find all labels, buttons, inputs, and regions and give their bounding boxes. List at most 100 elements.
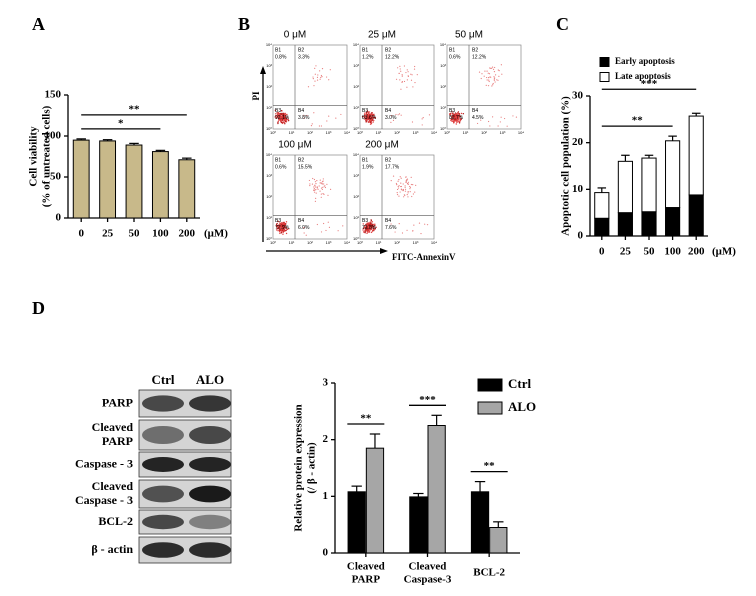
event-dot (278, 115, 280, 118)
event-dot (364, 232, 366, 234)
event-dot (409, 185, 411, 188)
event-dot (481, 73, 483, 75)
bar (470, 491, 490, 554)
event-dot (370, 231, 373, 234)
event-dot (480, 119, 482, 121)
blot-band (142, 542, 184, 558)
event-dot (364, 230, 366, 232)
event-dot (411, 74, 413, 76)
quadrant-name: B4 (472, 108, 478, 114)
event-dot (401, 232, 404, 234)
event-dot (410, 73, 412, 75)
flow-tick-label: 10⁰ (357, 130, 363, 135)
flow-tick-label: 10⁰ (357, 240, 363, 245)
x-tick-label: 100 (152, 228, 169, 240)
flow-tick-label: 10¹ (463, 130, 469, 135)
event-dot (369, 226, 371, 229)
event-dot (368, 111, 371, 113)
event-dot (319, 179, 321, 181)
legend-label: ALO (508, 399, 536, 414)
event-dot (456, 121, 459, 123)
y-tick-label: 0 (323, 547, 329, 559)
event-dot (366, 110, 369, 112)
event-dot (326, 76, 328, 78)
y-tick-label: 150 (45, 89, 62, 101)
flow-y-label: PI (251, 91, 261, 100)
event-dot (398, 223, 400, 225)
event-dot (281, 117, 283, 120)
event-dot (365, 228, 367, 231)
event-dot (277, 112, 280, 114)
event-dot (406, 193, 408, 196)
event-dot (281, 226, 283, 228)
arrow-head (380, 248, 388, 254)
flow-tick-label: 10³ (413, 240, 419, 245)
bar (347, 491, 366, 554)
x-unit: (μM) (712, 246, 736, 258)
legend-swatch (599, 72, 610, 82)
flow-tick-label: 10³ (500, 130, 506, 135)
event-dot (284, 223, 286, 225)
event-dot (286, 116, 289, 118)
event-dot (476, 122, 479, 125)
event-dot (497, 79, 499, 81)
event-dot (412, 86, 414, 88)
event-dot (314, 73, 316, 75)
event-dot (426, 224, 429, 226)
event-dot (313, 85, 315, 87)
quadrant-percent: 0.6% (449, 54, 461, 60)
event-dot (487, 85, 490, 87)
event-dot (410, 79, 413, 81)
event-dot (371, 221, 374, 223)
quadrant-name: B2 (385, 47, 391, 53)
event-dot (494, 77, 496, 79)
event-dot (283, 226, 285, 228)
blot-band (189, 542, 231, 558)
event-dot (421, 118, 423, 120)
event-dot (276, 225, 278, 228)
event-dot (390, 180, 392, 182)
event-dot (281, 223, 283, 225)
event-dot (370, 115, 372, 117)
flow-tick-label: 10¹ (353, 215, 359, 220)
event-dot (310, 124, 313, 127)
event-dot (390, 115, 393, 117)
text-line: Relative protein expression (292, 404, 304, 531)
event-dot (418, 222, 421, 224)
event-dot (372, 121, 374, 123)
event-dot (370, 223, 372, 225)
event-dot (285, 232, 288, 235)
event-dot (274, 116, 276, 118)
flow-tick-label: 10² (353, 84, 359, 89)
blot-band (189, 485, 231, 503)
flow-tick-label: 10² (394, 240, 400, 245)
event-dot (321, 68, 324, 70)
event-dot (329, 188, 332, 191)
event-dot (326, 183, 328, 185)
event-dot (487, 77, 490, 79)
event-dot (306, 114, 308, 117)
x-tick-label: 25 (620, 246, 632, 258)
event-dot (367, 121, 369, 123)
event-dot (455, 118, 457, 121)
y-axis-label: Relative protein expression(/ β - actin) (292, 404, 317, 531)
event-dot (406, 179, 408, 182)
flow-tick-label: 10⁴ (431, 130, 437, 135)
event-dot (284, 123, 286, 125)
event-dot (319, 182, 321, 184)
event-dot (315, 182, 317, 185)
event-dot (478, 71, 481, 73)
event-dot (285, 120, 288, 123)
event-dot (321, 183, 323, 185)
event-dot (407, 191, 409, 193)
event-dot (323, 185, 325, 187)
event-dot (317, 74, 319, 76)
event-dot (493, 76, 495, 78)
quadrant-name: B4 (298, 218, 304, 224)
event-dot (274, 109, 277, 112)
quadrant-percent: 12.2% (472, 54, 487, 60)
event-dot (396, 193, 399, 196)
flow-tick-label: 10⁰ (444, 130, 450, 135)
event-dot (404, 188, 407, 190)
